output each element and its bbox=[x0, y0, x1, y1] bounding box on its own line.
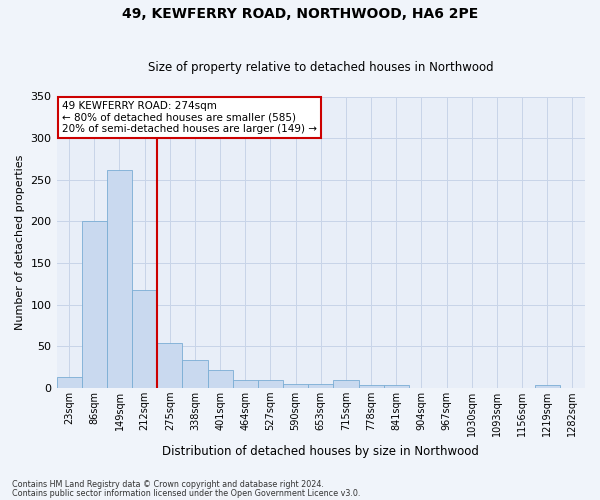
Bar bbox=[383, 384, 409, 388]
Bar bbox=[182, 360, 208, 388]
Bar bbox=[283, 384, 308, 388]
Y-axis label: Number of detached properties: Number of detached properties bbox=[15, 154, 25, 330]
Bar bbox=[359, 384, 383, 388]
Text: 49, KEWFERRY ROAD, NORTHWOOD, HA6 2PE: 49, KEWFERRY ROAD, NORTHWOOD, HA6 2PE bbox=[122, 8, 478, 22]
Bar bbox=[107, 170, 132, 388]
Bar bbox=[334, 380, 359, 388]
Bar bbox=[82, 222, 107, 388]
X-axis label: Distribution of detached houses by size in Northwood: Distribution of detached houses by size … bbox=[163, 444, 479, 458]
Title: Size of property relative to detached houses in Northwood: Size of property relative to detached ho… bbox=[148, 62, 494, 74]
Text: Contains HM Land Registry data © Crown copyright and database right 2024.: Contains HM Land Registry data © Crown c… bbox=[12, 480, 324, 489]
Bar bbox=[208, 370, 233, 388]
Text: 49 KEWFERRY ROAD: 274sqm
← 80% of detached houses are smaller (585)
20% of semi-: 49 KEWFERRY ROAD: 274sqm ← 80% of detach… bbox=[62, 101, 317, 134]
Bar bbox=[258, 380, 283, 388]
Bar bbox=[535, 386, 560, 388]
Bar bbox=[56, 377, 82, 388]
Bar bbox=[157, 343, 182, 388]
Bar bbox=[233, 380, 258, 388]
Bar bbox=[132, 290, 157, 388]
Bar bbox=[308, 384, 334, 388]
Text: Contains public sector information licensed under the Open Government Licence v3: Contains public sector information licen… bbox=[12, 488, 361, 498]
